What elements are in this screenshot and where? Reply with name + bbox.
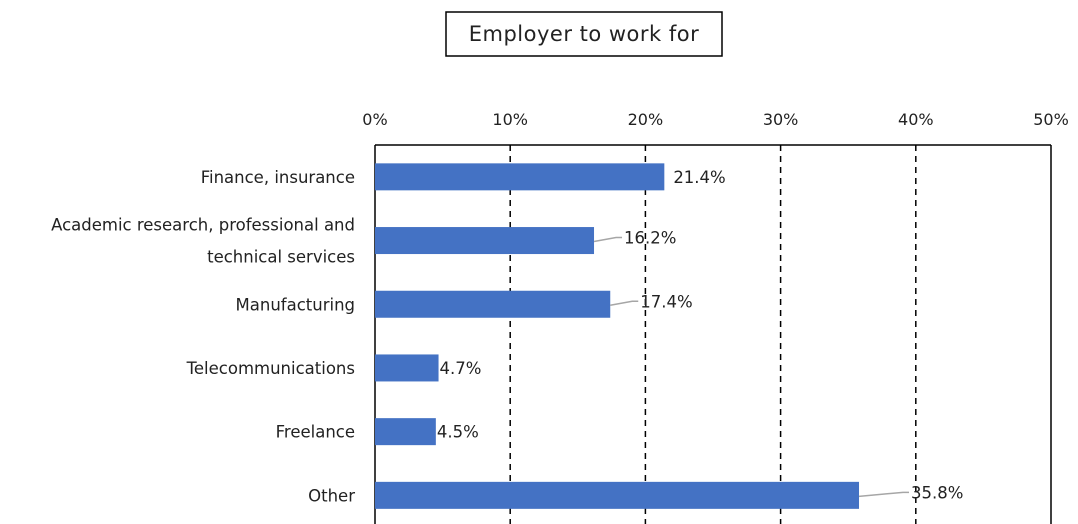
chart-title: Employer to work for: [469, 22, 700, 46]
x-tick-label: 20%: [628, 110, 664, 129]
data-label: 21.4%: [673, 168, 725, 187]
x-tick-label: 40%: [898, 110, 934, 129]
x-tick-label: 10%: [492, 110, 528, 129]
chart-title-box: [445, 11, 723, 57]
leader-line: [858, 491, 910, 498]
leader-line: [593, 236, 623, 243]
data-label: 17.4%: [640, 292, 692, 311]
bar-2: [375, 290, 611, 318]
data-label: 4.7%: [440, 359, 482, 378]
leader-line: [610, 300, 639, 306]
gridlines: [509, 145, 917, 524]
bars: [375, 163, 860, 509]
x-tick-label: 0%: [362, 110, 387, 129]
chart-title-group: Employer to work for: [445, 11, 723, 57]
axes: 0% 10% 20% 30% 40% 50%: [362, 110, 1069, 524]
category-label: Freelance: [276, 423, 355, 442]
bar-5: [375, 481, 860, 509]
data-label: 35.8%: [911, 483, 963, 502]
category-label: Academic research, professional and: [51, 216, 355, 235]
category-label: technical services: [207, 248, 355, 267]
x-tick-label: 30%: [763, 110, 799, 129]
x-tick-label: 50%: [1033, 110, 1069, 129]
bar-0: [375, 163, 665, 191]
category-label: Other: [308, 486, 355, 505]
category-label: Finance, insurance: [201, 168, 355, 187]
labels: Finance, insurance 21.4% Academic research…: [51, 168, 963, 506]
bar-1: [375, 227, 595, 255]
data-label: 16.2%: [624, 229, 676, 248]
bar-3: [375, 354, 439, 382]
bar-4: [375, 418, 436, 446]
data-label: 4.5%: [437, 423, 479, 442]
category-label: Telecommunications: [186, 359, 355, 378]
category-label: Manufacturing: [236, 295, 355, 314]
